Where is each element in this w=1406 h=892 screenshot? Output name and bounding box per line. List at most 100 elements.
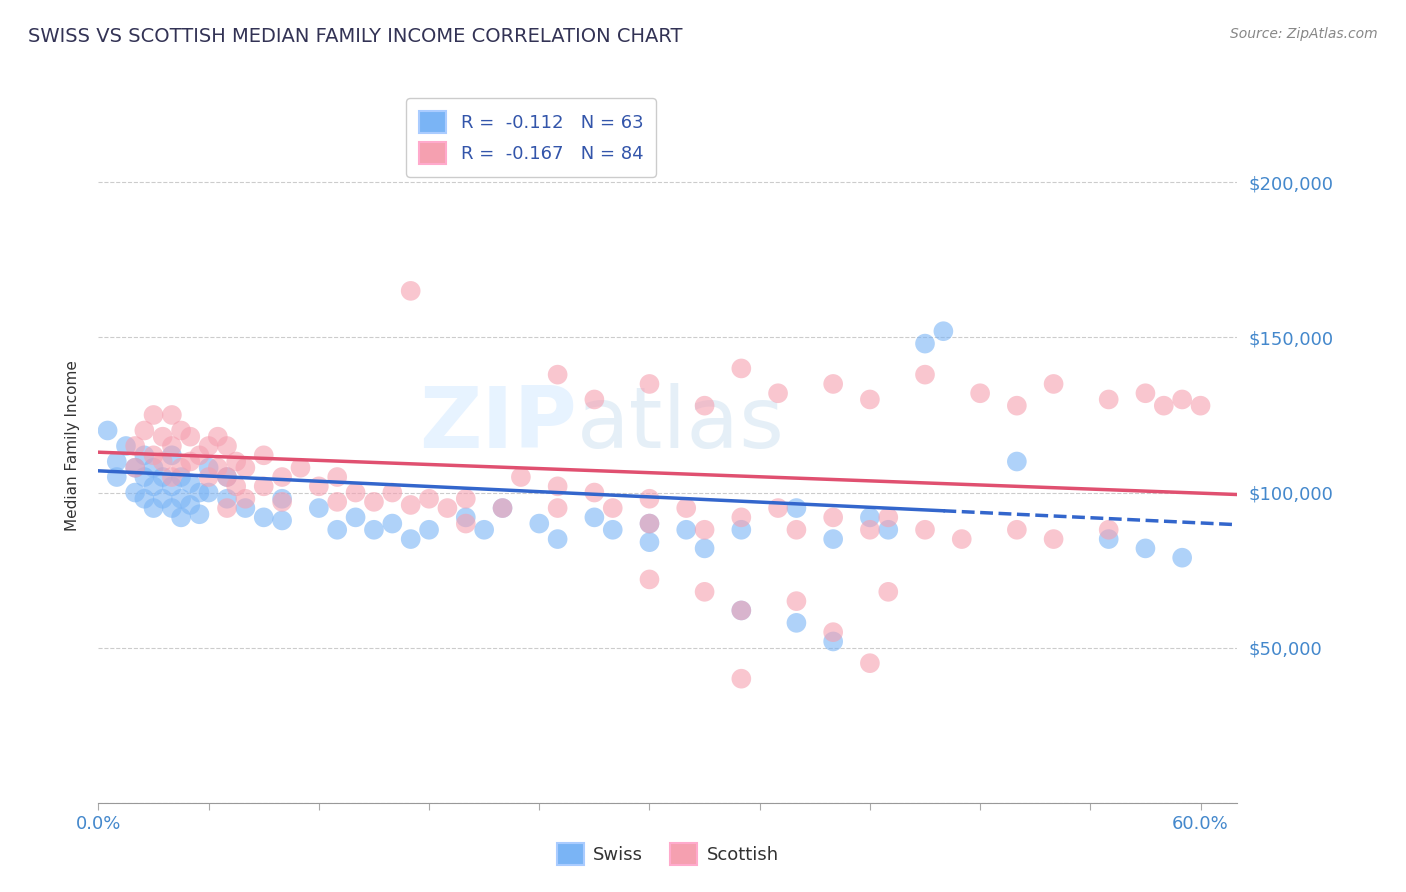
Point xyxy=(197,485,219,500)
Point xyxy=(638,535,661,549)
Point xyxy=(1171,550,1194,565)
Point xyxy=(529,516,551,531)
Point xyxy=(547,532,569,546)
Point xyxy=(472,523,495,537)
Point xyxy=(436,501,458,516)
Point xyxy=(105,454,128,468)
Text: atlas: atlas xyxy=(576,383,785,467)
Point xyxy=(730,523,752,537)
Point xyxy=(1098,523,1121,537)
Point xyxy=(785,523,807,537)
Text: ZIP: ZIP xyxy=(419,383,576,467)
Point xyxy=(877,523,900,537)
Point xyxy=(823,634,845,648)
Point xyxy=(160,408,183,422)
Point xyxy=(859,392,882,407)
Point xyxy=(235,501,257,516)
Point xyxy=(823,625,845,640)
Point xyxy=(124,460,146,475)
Point xyxy=(197,460,219,475)
Point xyxy=(363,523,385,537)
Point xyxy=(271,495,294,509)
Point xyxy=(253,479,276,493)
Point xyxy=(179,454,201,468)
Point xyxy=(859,523,882,537)
Point xyxy=(1135,541,1157,556)
Point xyxy=(638,516,661,531)
Point xyxy=(399,498,422,512)
Point xyxy=(170,510,193,524)
Point xyxy=(326,523,349,537)
Point xyxy=(160,439,183,453)
Point xyxy=(914,368,936,382)
Point xyxy=(730,603,752,617)
Point xyxy=(207,460,229,475)
Point xyxy=(1098,392,1121,407)
Point xyxy=(693,584,716,599)
Point xyxy=(160,501,183,516)
Point xyxy=(638,376,661,391)
Point xyxy=(547,368,569,382)
Point xyxy=(914,523,936,537)
Point xyxy=(602,523,624,537)
Point xyxy=(766,501,789,516)
Point xyxy=(1005,523,1028,537)
Point xyxy=(134,448,156,462)
Point xyxy=(215,491,238,506)
Point xyxy=(160,448,183,462)
Point xyxy=(152,491,174,506)
Point xyxy=(785,501,807,516)
Point xyxy=(142,501,165,516)
Point xyxy=(207,430,229,444)
Point xyxy=(344,510,367,524)
Point xyxy=(823,532,845,546)
Point xyxy=(381,485,404,500)
Point xyxy=(675,501,697,516)
Point xyxy=(271,491,294,506)
Point xyxy=(859,656,882,670)
Point xyxy=(1189,399,1212,413)
Point xyxy=(134,491,156,506)
Point xyxy=(160,470,183,484)
Point xyxy=(225,479,247,493)
Point xyxy=(142,479,165,493)
Point xyxy=(197,439,219,453)
Point xyxy=(326,470,349,484)
Point xyxy=(399,284,422,298)
Point xyxy=(730,603,752,617)
Point xyxy=(730,672,752,686)
Point xyxy=(399,532,422,546)
Point xyxy=(693,541,716,556)
Point xyxy=(253,510,276,524)
Point xyxy=(124,485,146,500)
Point xyxy=(914,336,936,351)
Point xyxy=(308,501,330,516)
Point xyxy=(877,584,900,599)
Point xyxy=(271,513,294,527)
Point xyxy=(235,491,257,506)
Point xyxy=(823,510,845,524)
Point xyxy=(454,510,477,524)
Point xyxy=(271,470,294,484)
Point xyxy=(197,470,219,484)
Legend: Swiss, Scottish: Swiss, Scottish xyxy=(550,836,786,872)
Point xyxy=(308,479,330,493)
Point xyxy=(188,508,211,522)
Point xyxy=(491,501,513,516)
Point xyxy=(290,460,312,475)
Point xyxy=(638,491,661,506)
Point xyxy=(179,476,201,491)
Point xyxy=(859,510,882,524)
Point xyxy=(215,470,238,484)
Point xyxy=(215,470,238,484)
Point xyxy=(124,439,146,453)
Point xyxy=(730,510,752,524)
Point xyxy=(547,479,569,493)
Point xyxy=(188,485,211,500)
Point xyxy=(142,408,165,422)
Point xyxy=(170,424,193,438)
Point xyxy=(638,516,661,531)
Point xyxy=(134,470,156,484)
Point xyxy=(225,454,247,468)
Point xyxy=(215,501,238,516)
